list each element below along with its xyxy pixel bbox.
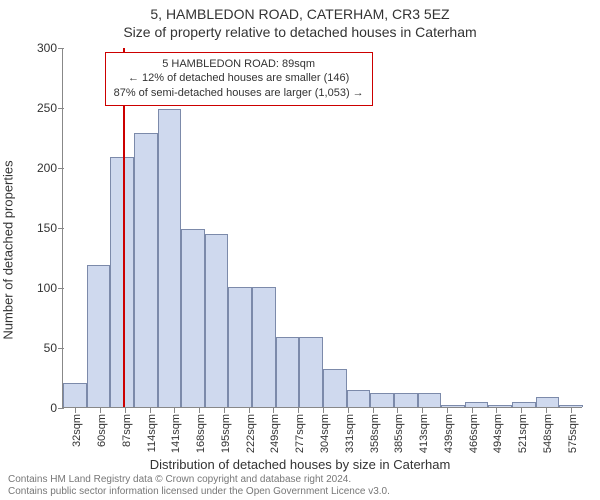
footer-line-1: Contains HM Land Registry data © Crown c… bbox=[8, 474, 592, 486]
x-tick-label: 60sqm bbox=[92, 414, 108, 447]
x-tick-label: 277sqm bbox=[290, 414, 306, 453]
x-tick-mark bbox=[521, 408, 522, 413]
x-tick-label: 439sqm bbox=[439, 414, 455, 453]
x-tick-label: 304sqm bbox=[315, 414, 331, 453]
x-tick-label: 466sqm bbox=[464, 414, 480, 453]
histogram-bar bbox=[488, 405, 512, 407]
x-tick-label: 358sqm bbox=[365, 414, 381, 453]
x-tick-label: 548sqm bbox=[538, 414, 554, 453]
x-tick-mark bbox=[373, 408, 374, 413]
x-tick-label: 521sqm bbox=[513, 414, 529, 453]
histogram-bar bbox=[536, 397, 560, 407]
x-tick-mark bbox=[75, 408, 76, 413]
x-tick-label: 413sqm bbox=[414, 414, 430, 453]
x-tick-mark bbox=[199, 408, 200, 413]
x-tick-mark bbox=[150, 408, 151, 413]
histogram-bar bbox=[134, 133, 158, 407]
callout-line-2: ← 12% of detached houses are smaller (14… bbox=[114, 71, 364, 86]
x-tick-label: 87sqm bbox=[117, 414, 133, 447]
y-tick-mark bbox=[58, 348, 63, 349]
histogram-bar bbox=[418, 393, 442, 407]
plot-inner: 05010015020025030032sqm60sqm87sqm114sqm1… bbox=[62, 48, 582, 408]
footer-line-2: Contains public sector information licen… bbox=[8, 486, 592, 498]
x-tick-mark bbox=[422, 408, 423, 413]
y-tick-mark bbox=[58, 168, 63, 169]
x-tick-mark bbox=[496, 408, 497, 413]
x-tick-mark bbox=[571, 408, 572, 413]
x-tick-label: 141sqm bbox=[166, 414, 182, 453]
histogram-bar bbox=[205, 234, 229, 407]
histogram-bar bbox=[276, 337, 300, 407]
y-tick-mark bbox=[58, 408, 63, 409]
histogram-bar bbox=[394, 393, 418, 407]
x-tick-label: 32sqm bbox=[67, 414, 83, 447]
x-tick-mark bbox=[249, 408, 250, 413]
histogram-bar bbox=[370, 393, 394, 407]
x-tick-mark bbox=[323, 408, 324, 413]
x-tick-label: 114sqm bbox=[142, 414, 158, 452]
histogram-bar bbox=[465, 402, 489, 407]
x-tick-mark bbox=[125, 408, 126, 413]
x-tick-label: 575sqm bbox=[563, 414, 579, 453]
histogram-bar bbox=[181, 229, 205, 407]
subject-callout: 5 HAMBLEDON ROAD: 89sqm← 12% of detached… bbox=[105, 52, 373, 107]
x-tick-mark bbox=[224, 408, 225, 413]
histogram-bar bbox=[441, 405, 465, 407]
x-tick-mark bbox=[273, 408, 274, 413]
x-tick-label: 249sqm bbox=[265, 414, 281, 453]
x-tick-label: 331sqm bbox=[340, 414, 356, 453]
histogram-bar bbox=[158, 109, 182, 407]
x-tick-mark bbox=[298, 408, 299, 413]
x-tick-label: 195sqm bbox=[216, 414, 232, 453]
y-tick-mark bbox=[58, 48, 63, 49]
x-tick-label: 385sqm bbox=[389, 414, 405, 453]
histogram-chart: 5, HAMBLEDON ROAD, CATERHAM, CR3 5EZ Siz… bbox=[0, 0, 600, 500]
histogram-bar bbox=[512, 402, 536, 407]
x-axis-label: Distribution of detached houses by size … bbox=[0, 457, 600, 472]
histogram-bar bbox=[228, 287, 252, 407]
chart-address-title: 5, HAMBLEDON ROAD, CATERHAM, CR3 5EZ bbox=[0, 6, 600, 22]
histogram-bar bbox=[559, 405, 583, 407]
x-tick-label: 222sqm bbox=[241, 414, 257, 453]
y-tick-mark bbox=[58, 288, 63, 289]
x-tick-mark bbox=[472, 408, 473, 413]
x-tick-mark bbox=[100, 408, 101, 413]
y-axis-label: Number of detached properties bbox=[1, 160, 16, 339]
histogram-bar bbox=[63, 383, 87, 407]
histogram-bar bbox=[299, 337, 323, 407]
histogram-bar bbox=[87, 265, 111, 407]
x-tick-mark bbox=[397, 408, 398, 413]
x-tick-mark bbox=[447, 408, 448, 413]
x-tick-mark bbox=[348, 408, 349, 413]
plot-area: 05010015020025030032sqm60sqm87sqm114sqm1… bbox=[62, 48, 582, 408]
callout-line-1: 5 HAMBLEDON ROAD: 89sqm bbox=[114, 57, 364, 72]
chart-footer: Contains HM Land Registry data © Crown c… bbox=[8, 474, 592, 498]
chart-subtitle: Size of property relative to detached ho… bbox=[0, 24, 600, 40]
y-tick-mark bbox=[58, 108, 63, 109]
histogram-bar bbox=[347, 390, 371, 407]
histogram-bar bbox=[252, 287, 276, 407]
histogram-bar bbox=[323, 369, 347, 407]
x-tick-mark bbox=[546, 408, 547, 413]
x-tick-label: 494sqm bbox=[488, 414, 504, 453]
y-tick-mark bbox=[58, 228, 63, 229]
x-tick-label: 168sqm bbox=[191, 414, 207, 453]
x-tick-mark bbox=[174, 408, 175, 413]
callout-line-3: 87% of semi-detached houses are larger (… bbox=[114, 86, 364, 101]
